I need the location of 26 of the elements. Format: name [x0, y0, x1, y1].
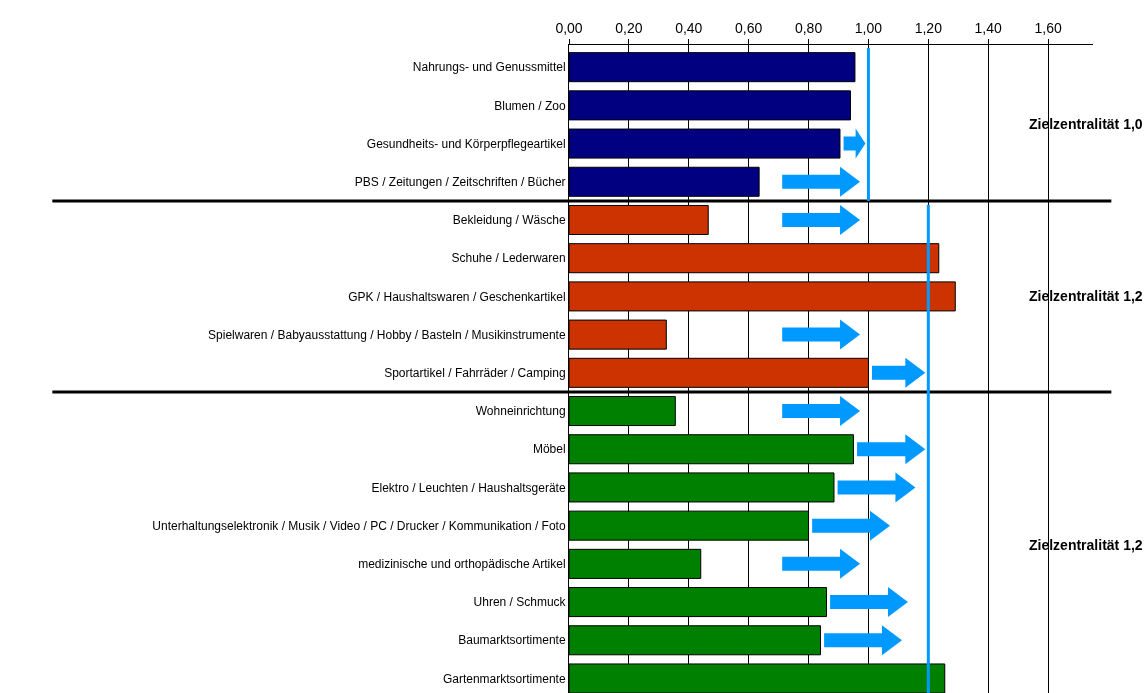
- y-tick-label: Gesundheits- und Körperpflegeartikel: [366, 136, 566, 151]
- y-tick-label: Bekleidung / Wäsche: [452, 213, 566, 228]
- x-tick-label: 0,00: [555, 20, 583, 37]
- y-tick-label: Uhren / Schmuck: [473, 595, 567, 610]
- x-tick-label: 1,00: [854, 20, 883, 37]
- y-tick-label: Spielwaren / Babyausstattung / Hobby / Basteln / Musikinstrumente: [208, 327, 566, 342]
- y-tick-label: Gartenmarktsortimente: [442, 671, 566, 686]
- x-tick-label: 0,20: [615, 20, 643, 37]
- y-tick-label: Schuhe / Lederwaren: [451, 251, 566, 266]
- x-tick-label: 0,60: [735, 20, 763, 37]
- x-tick-label: 0,40: [675, 20, 703, 37]
- x-tick-label: 1,40: [974, 20, 1003, 37]
- y-tick-label: PBS / Zeitungen / Zeitschriften / Bücher: [354, 174, 566, 189]
- x-tick-label: 0,80: [794, 20, 823, 37]
- x-tick-label: 1,20: [914, 20, 943, 37]
- y-tick-label: Sportartikel / Fahrräder / Camping: [384, 366, 566, 381]
- y-tick-label: Nahrungs- und Genussmittel: [412, 60, 566, 75]
- y-tick-label: Unterhaltungselektronik / Musik / Video / PC / Drucker / Kommunikation / Foto: [152, 518, 566, 533]
- y-tick-label: Wohneinrichtung: [475, 404, 566, 419]
- y-tick-label: GPK / Haushaltswaren / Geschenkartikel: [348, 289, 566, 304]
- x-tick-label: 1,60: [1034, 20, 1062, 37]
- y-tick-label: medizinische und orthopädische Artikel: [358, 557, 566, 572]
- y-tick-label: Elektro / Leuchten / Haushaltsgeräte: [371, 480, 566, 495]
- y-tick-label: Möbel: [532, 442, 566, 457]
- y-tick-label: Baumarktsortimente: [458, 633, 566, 648]
- y-tick-label: Blumen / Zoo: [494, 98, 566, 113]
